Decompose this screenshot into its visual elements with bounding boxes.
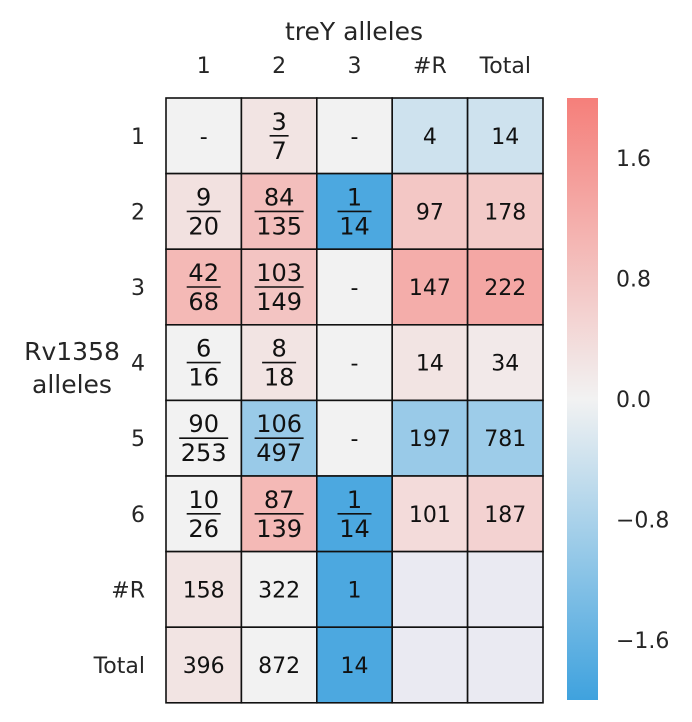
- fraction-numerator: 10: [188, 486, 219, 514]
- fraction-denominator: 7: [271, 137, 286, 165]
- cell-value: 197: [409, 427, 451, 452]
- fraction-numerator: 103: [256, 259, 302, 287]
- cell-value: -: [200, 125, 208, 150]
- fraction-numerator: 3: [271, 108, 286, 136]
- cell-value: -: [351, 427, 359, 452]
- heatmap-cell: [391, 626, 469, 704]
- heatmap-cell: [165, 97, 243, 175]
- heatmap-cell: [391, 323, 469, 402]
- heatmap-cell: [315, 323, 393, 402]
- cell-value: 1: [348, 578, 362, 603]
- cell-value: 178: [484, 200, 526, 225]
- heatmap-cell: [466, 626, 544, 704]
- heatmap-cell: [315, 172, 393, 251]
- fraction-numerator: 42: [188, 259, 219, 287]
- row-label: 6: [131, 503, 145, 528]
- colorbar-tick-label: −0.8: [616, 508, 669, 533]
- fraction-numerator: 84: [264, 183, 295, 211]
- row-label: #R: [111, 578, 145, 603]
- row-labels: 1 2 3 4 5 6 #R Total: [93, 125, 145, 679]
- fraction-denominator: 68: [188, 288, 219, 316]
- cell-value: 14: [341, 654, 369, 679]
- fraction-denominator: 139: [256, 515, 302, 543]
- y-axis-label-line-2: alleles: [32, 370, 112, 399]
- heatmap-cell: [391, 550, 469, 628]
- fraction-numerator: 6: [196, 335, 211, 363]
- cell-value: 14: [416, 352, 444, 377]
- y-axis-label-line-1: Rv1358: [24, 337, 120, 366]
- heatmap-cell: [165, 626, 243, 704]
- fraction-numerator: 9: [196, 183, 211, 211]
- fraction-numerator: 106: [256, 410, 302, 438]
- fraction-denominator: 149: [256, 288, 302, 316]
- row-label: 5: [131, 427, 145, 452]
- colorbar-tick-label: 1.6: [616, 147, 651, 172]
- heatmap-cells: [165, 97, 544, 704]
- colorbar-tick-label: −1.6: [616, 629, 669, 654]
- row-label: Total: [93, 654, 145, 679]
- row-label: 1: [131, 125, 145, 150]
- heatmap-cell: [165, 550, 243, 628]
- fraction-numerator: 1: [347, 486, 362, 514]
- heatmap-cell: [466, 172, 544, 251]
- cell-value: 147: [409, 276, 451, 301]
- column-label: 1: [197, 54, 211, 79]
- fraction-denominator: 135: [256, 212, 302, 240]
- fraction-denominator: 20: [188, 212, 219, 240]
- fraction-denominator: 14: [339, 515, 370, 543]
- cell-value: 322: [258, 578, 300, 603]
- heatmap-cell: [391, 475, 469, 553]
- cell-value: 158: [183, 578, 225, 603]
- column-label: 3: [348, 54, 362, 79]
- row-label: 4: [131, 352, 145, 377]
- heatmap-cell: [466, 475, 544, 553]
- heatmap-cell: [315, 97, 393, 175]
- fraction-denominator: 26: [188, 515, 219, 543]
- heatmap-cell: [315, 399, 393, 477]
- fraction-denominator: 497: [256, 439, 302, 467]
- chart-title: treY alleles: [285, 17, 423, 46]
- row-label: 3: [131, 276, 145, 301]
- cell-value: 222: [484, 276, 526, 301]
- fraction-numerator: 8: [271, 335, 286, 363]
- column-labels: 1 2 3 #R Total: [197, 54, 531, 79]
- heatmap-cell: [240, 626, 318, 704]
- colorbar: [567, 98, 598, 700]
- column-label: #R: [413, 54, 447, 79]
- row-label: 2: [131, 200, 145, 225]
- heatmap-cell: [391, 248, 469, 326]
- colorbar-tick-label: 0.8: [616, 268, 651, 293]
- fraction-denominator: 18: [264, 364, 295, 392]
- cell-value: 4: [423, 125, 437, 150]
- column-label: Total: [479, 54, 531, 79]
- colorbar-tick-label: 0.0: [616, 388, 651, 413]
- cell-value: 187: [484, 503, 526, 528]
- cell-value: 872: [258, 654, 300, 679]
- fraction-numerator: 87: [264, 486, 295, 514]
- fraction-numerator: 90: [188, 410, 219, 438]
- cell-value: -: [351, 276, 359, 301]
- cell-value: 97: [416, 200, 444, 225]
- cell-value: 396: [183, 654, 225, 679]
- heatmap-cell: [240, 399, 318, 477]
- heatmap-cell: [466, 550, 544, 628]
- cell-value: -: [351, 125, 359, 150]
- cell-value: -: [351, 352, 359, 377]
- column-label: 2: [272, 54, 286, 79]
- fraction-denominator: 14: [339, 212, 370, 240]
- heatmap-cell: [315, 626, 393, 704]
- cell-value: 34: [491, 352, 519, 377]
- fraction-numerator: 1: [347, 183, 362, 211]
- heatmap-cell: [466, 323, 544, 402]
- cell-value: 101: [409, 503, 451, 528]
- fraction-denominator: 16: [188, 364, 219, 392]
- colorbar-ticks: 1.6 0.8 0.0 −0.8 −1.6: [616, 147, 669, 654]
- cell-value: 14: [491, 125, 519, 150]
- cell-value: 781: [484, 427, 526, 452]
- fraction-denominator: 253: [181, 439, 227, 467]
